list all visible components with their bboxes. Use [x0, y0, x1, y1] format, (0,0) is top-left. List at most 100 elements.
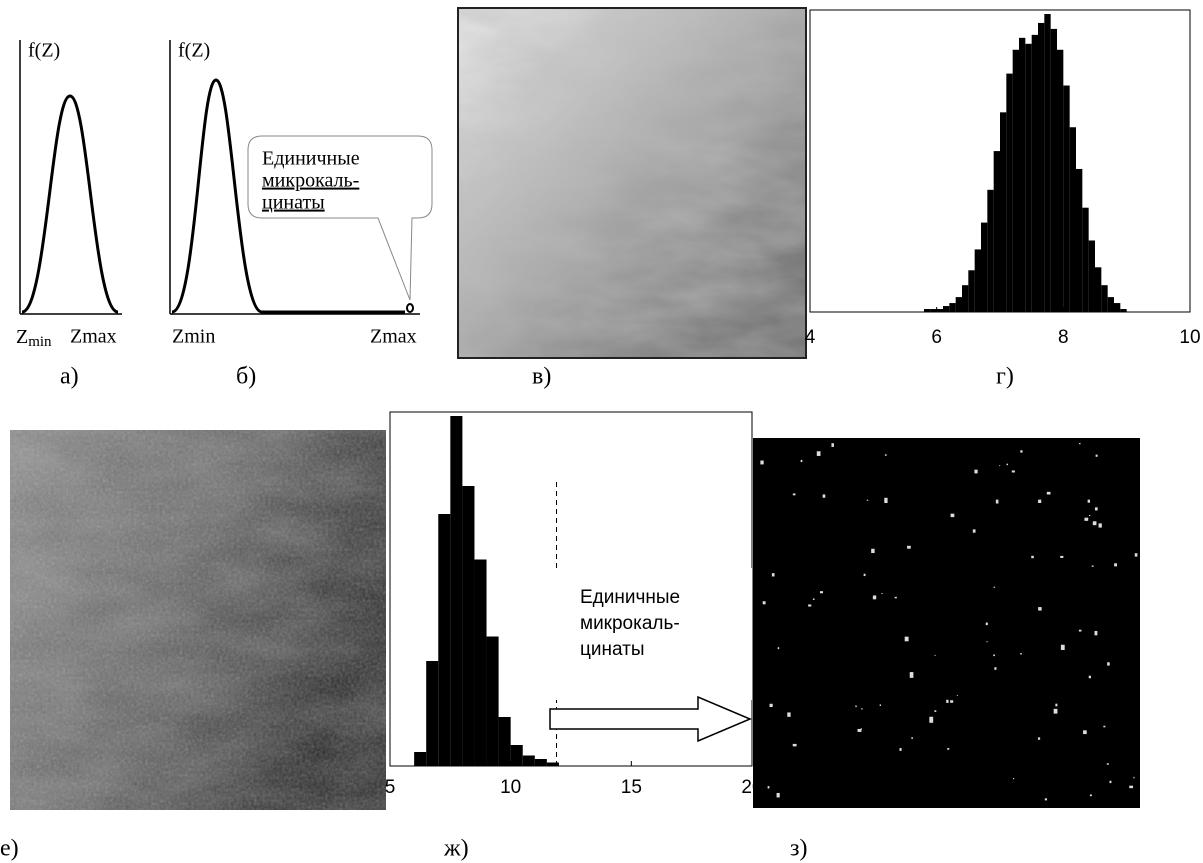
- speck: [793, 744, 797, 746]
- speck: [1107, 763, 1109, 764]
- speck: [885, 454, 887, 455]
- speck: [823, 494, 826, 497]
- speck: [787, 712, 790, 716]
- speck: [1038, 737, 1040, 739]
- image: [753, 438, 1140, 808]
- image-texture: [458, 8, 806, 358]
- x-tick-label: 5: [385, 777, 396, 798]
- x-tick-label: 15: [621, 777, 642, 798]
- bar: [1101, 285, 1107, 312]
- speck: [777, 793, 780, 797]
- speck: [1095, 631, 1098, 635]
- speck: [760, 461, 763, 465]
- speck: [1089, 515, 1090, 516]
- x-label: Zmin: [16, 326, 52, 351]
- bar: [535, 759, 547, 766]
- callout-text: цинаты: [262, 192, 325, 214]
- speck: [770, 704, 773, 707]
- bar: [462, 486, 474, 766]
- speck: [813, 599, 815, 600]
- x-label: Zmin: [172, 326, 215, 348]
- bar: [930, 309, 936, 312]
- speck: [871, 549, 874, 553]
- bar: [426, 661, 438, 766]
- bar: [1120, 309, 1126, 312]
- callout-text: цинаты: [580, 639, 645, 660]
- speck: [817, 451, 821, 456]
- caption: е): [0, 836, 19, 862]
- speck: [855, 705, 856, 707]
- speck: [831, 443, 833, 447]
- speck: [1020, 450, 1022, 452]
- speck: [957, 695, 958, 696]
- caption: г): [996, 364, 1014, 390]
- bar: [1108, 297, 1114, 312]
- speck: [905, 637, 909, 642]
- x-tick-label: 10: [1179, 327, 1200, 348]
- panel-v: в): [458, 8, 806, 390]
- speck: [1095, 507, 1097, 510]
- bar: [975, 249, 981, 312]
- caption: з): [790, 836, 807, 862]
- panel-b: Единичные микрокаль- цинаты f(Z) Zmin Zm…: [170, 40, 432, 390]
- bar: [987, 190, 993, 312]
- bar: [1006, 74, 1012, 312]
- speck: [907, 546, 911, 549]
- caption: в): [532, 364, 551, 390]
- speck: [1020, 653, 1022, 654]
- speck: [1103, 726, 1105, 728]
- caption: б): [236, 364, 256, 390]
- speck: [1093, 521, 1097, 525]
- speck: [880, 704, 881, 706]
- bar: [943, 306, 949, 312]
- bar: [1095, 267, 1101, 312]
- panel-z: з): [753, 438, 1140, 862]
- speck: [881, 593, 882, 594]
- bar: [499, 717, 511, 766]
- figure: f(Z) Zmin Zmax а) Единичные микрокаль- ц…: [0, 0, 1203, 863]
- speck: [1099, 523, 1102, 527]
- bar: [1000, 112, 1006, 312]
- y-label: f(Z): [178, 40, 210, 62]
- speck: [864, 574, 866, 576]
- speck: [820, 591, 823, 593]
- bar: [1076, 169, 1082, 312]
- speck: [763, 601, 766, 604]
- bar: [523, 756, 535, 767]
- speck: [1110, 781, 1112, 783]
- x-tick-label: 4: [805, 327, 816, 348]
- panel-e: е): [0, 430, 386, 862]
- bar: [981, 223, 987, 312]
- caption: ж): [443, 836, 469, 862]
- bar: [1070, 127, 1076, 312]
- speck: [1061, 645, 1065, 650]
- x-tick-label: 10: [500, 777, 521, 798]
- speck: [1045, 798, 1047, 800]
- speck: [1012, 470, 1015, 472]
- bar: [1013, 50, 1019, 312]
- speck: [910, 672, 914, 678]
- speck: [1089, 676, 1091, 679]
- bar: [1038, 23, 1044, 312]
- speck: [1079, 443, 1080, 444]
- speck: [1054, 709, 1058, 714]
- x-label: Zmax: [370, 326, 417, 348]
- x-tick-label: 8: [1058, 327, 1069, 348]
- speck: [1038, 607, 1041, 611]
- curve: [22, 96, 118, 312]
- speck: [861, 708, 862, 709]
- speck: [993, 587, 995, 588]
- bar: [438, 514, 450, 766]
- speck: [858, 729, 862, 732]
- speck: [934, 710, 936, 712]
- speck: [973, 529, 976, 532]
- bar: [1063, 86, 1069, 312]
- bar: [1025, 44, 1031, 312]
- panel-a: f(Z) Zmin Zmax а): [16, 40, 122, 390]
- bump: [407, 304, 413, 312]
- speck: [986, 641, 987, 642]
- speck: [974, 470, 977, 474]
- bar: [962, 285, 968, 312]
- callout-zh: Единичные микрокаль- цинаты: [548, 568, 752, 741]
- bar: [414, 752, 426, 766]
